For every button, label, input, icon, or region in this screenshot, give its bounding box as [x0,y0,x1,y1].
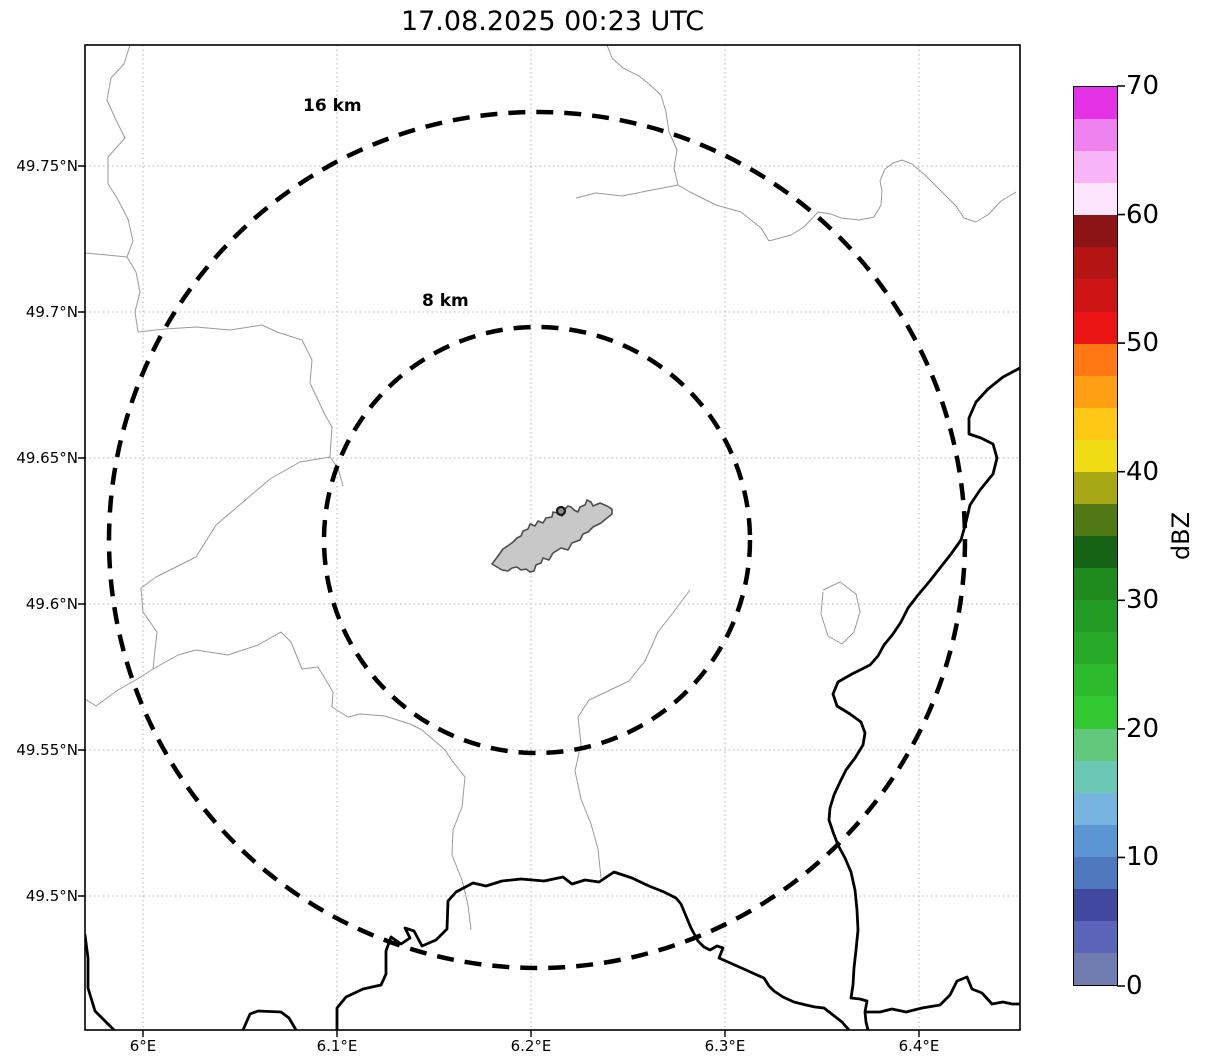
colorbar-tick-label: 30 [1126,585,1160,615]
map-frame [84,44,1021,1031]
colorbar-tick-label: 70 [1126,71,1160,101]
range-ring-8km [321,324,753,756]
lat-tick-label: 49.55°N [16,741,78,759]
lon-tick-label: 6.2°E [510,1037,552,1055]
country-border-lines [85,366,1020,1030]
colorbar-axis-label: dBZ [1167,511,1195,561]
lat-tick-label: 49.6°N [25,595,78,613]
range-ring-16km [106,109,968,971]
municipal-boundary-lines [85,45,1017,931]
colorbar-tick-label: 50 [1126,328,1160,358]
range-ring-8km-label: 8 km [422,291,469,311]
axis-ticks [78,165,920,1037]
radar-site-marker [555,505,567,517]
colorbar-tick-label: 60 [1126,200,1160,230]
colorbar-ticks [1117,85,1125,987]
lat-tick-label: 49.5°N [25,887,78,905]
colorbar-tick-label: 10 [1126,842,1160,872]
lon-tick-label: 6.1°E [316,1037,358,1055]
lon-tick-label: 6°E [129,1037,157,1055]
lon-tick-label: 6.4°E [898,1037,940,1055]
colorbar-gradient [1073,86,1118,986]
colorbar-tick-label: 0 [1126,971,1143,1001]
colorbar-tick-label: 20 [1126,714,1160,744]
lat-tick-label: 49.75°N [16,157,78,175]
colorbar-tick-label: 40 [1126,457,1160,487]
range-ring-16km-label: 16 km [303,96,362,116]
page-title: 17.08.2025 00:23 UTC [400,6,705,37]
lon-tick-label: 6.3°E [704,1037,746,1055]
airport-polygon [491,499,613,573]
lat-tick-label: 49.65°N [16,449,78,467]
lat-tick-label: 49.7°N [25,303,78,321]
